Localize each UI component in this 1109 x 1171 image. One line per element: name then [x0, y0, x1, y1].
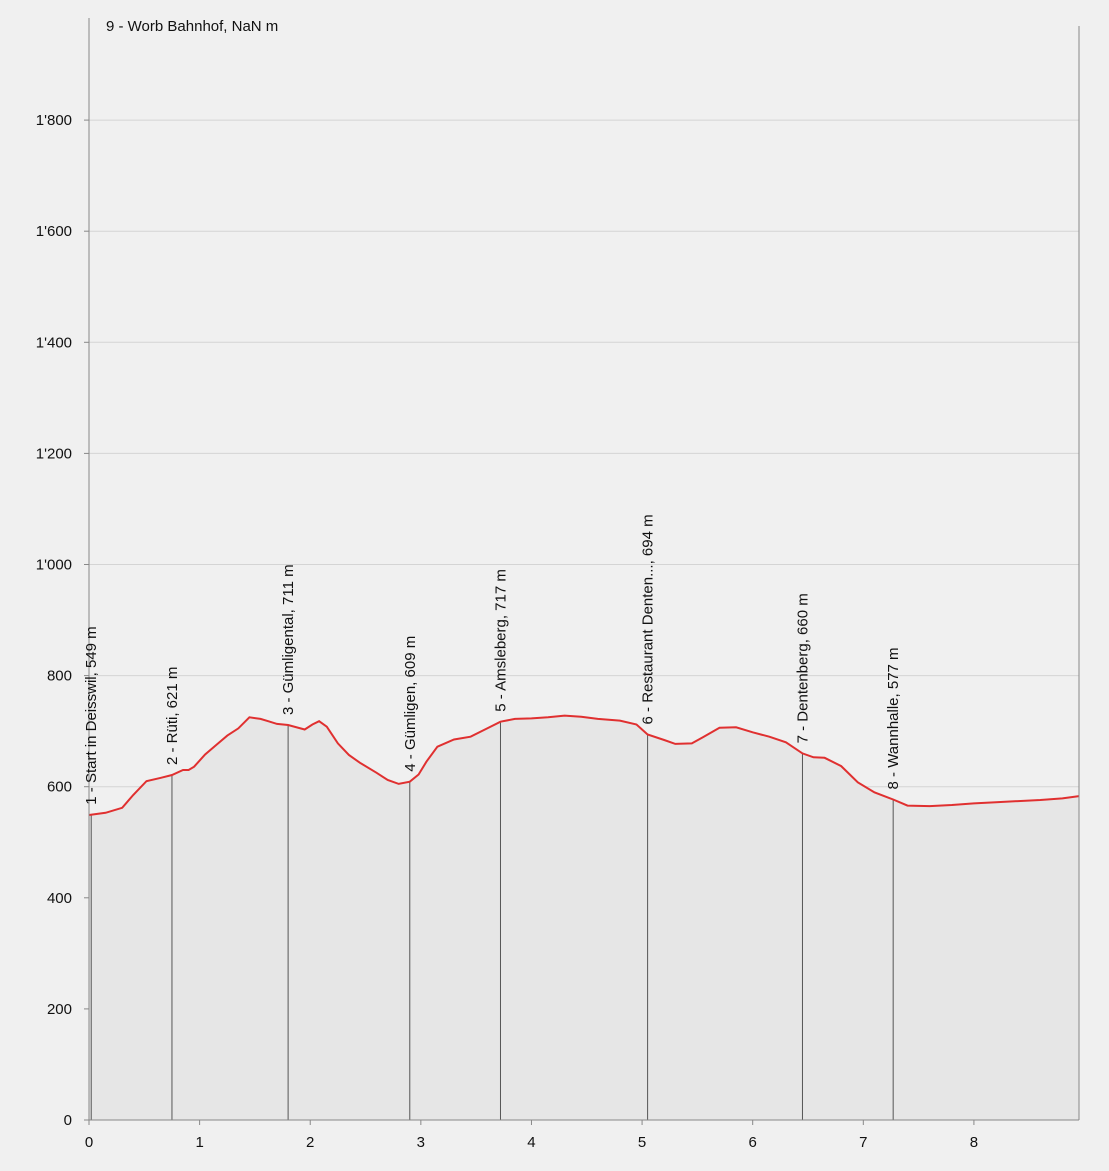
end-waypoint-label: 9 - Worb Bahnhof, NaN m [106, 18, 278, 35]
x-tick-label: 5 [638, 1134, 646, 1151]
y-tick-label: 800 [47, 668, 72, 685]
y-tick-label: 1'400 [36, 334, 72, 351]
waypoint-label: 1 - Start in Deisswil, 549 m [83, 626, 100, 804]
x-tick-label: 1 [195, 1134, 203, 1151]
x-tick-label: 3 [417, 1134, 425, 1151]
elevation-area [89, 715, 1079, 1120]
y-tick-label: 200 [47, 1001, 72, 1018]
y-tick-label: 1'800 [36, 112, 72, 129]
waypoint-label: 4 - Gümligen, 609 m [402, 636, 419, 772]
y-tick-label: 600 [47, 779, 72, 796]
x-tick-label: 8 [970, 1134, 978, 1151]
x-tick-label: 7 [859, 1134, 867, 1151]
waypoint-label: 7 - Dentenberg, 660 m [794, 593, 811, 743]
axes: 0 200 400 600 800 1'000 1'200 1'400 1'600 1'800 0 1… [36, 18, 1080, 1151]
y-tick-label: 1'600 [36, 223, 72, 240]
x-tick-label: 6 [749, 1134, 757, 1151]
y-tick-label: 1'000 [36, 557, 72, 574]
waypoint-label: 8 - Wannhalle, 577 m [885, 647, 902, 789]
waypoint-labels: 1 - Start in Deisswil, 549 m 2 - Rüti, 62… [83, 514, 902, 804]
y-tick-label: 0 [64, 1112, 72, 1129]
x-tick-label: 4 [527, 1134, 535, 1151]
waypoint-label: 6 - Restaurant Denten..., 694 m [640, 514, 657, 724]
x-tick-label: 0 [85, 1134, 93, 1151]
y-tick-label: 1'200 [36, 445, 72, 462]
elevation-line [88, 714, 1080, 816]
waypoint-markers [90, 721, 894, 1120]
x-tick-label: 2 [306, 1134, 314, 1151]
y-tick-label: 400 [47, 890, 72, 907]
waypoint-label: 2 - Rüti, 621 m [164, 667, 181, 765]
waypoint-label: 3 - Gümligental, 711 m [280, 564, 297, 715]
waypoint-label: 5 - Amsleberg, 717 m [492, 569, 509, 712]
